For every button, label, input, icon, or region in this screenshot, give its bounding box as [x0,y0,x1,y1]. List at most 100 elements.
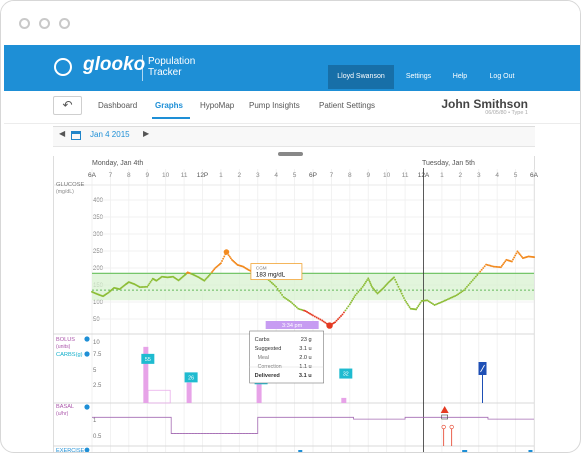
cgm-reading-point [432,303,435,306]
high-glucose-marker [223,249,230,255]
cgm-reading-point [517,251,520,254]
hour-tick-label: 3 [256,172,260,179]
cgm-reading-point [363,282,366,285]
cgm-reading-point [401,294,404,297]
suspend-start-marker [441,424,446,430]
cgm-reading-point [394,278,397,281]
cgm-reading-point [373,288,376,291]
exercise-marker [298,450,303,452]
tab-hypomap[interactable]: HypoMap [200,101,235,110]
bolus-bar [186,382,192,403]
cgm-reading-point [418,303,421,306]
exercise-marker [528,450,533,452]
cgm-reading-point [485,263,488,266]
timeline-drag-handle[interactable] [278,152,303,156]
cgm-reading-point [358,289,361,292]
carb-badge-label: 32 [343,372,349,378]
cgm-reading-point [466,285,468,288]
bolus-bar [143,346,149,403]
next-day-button[interactable]: ▶ [143,129,150,138]
cgm-reading-point [300,308,303,311]
cgm-reading-point [419,301,422,304]
product-name-line2: Tracker [148,67,182,78]
glucose-tick-label: 400 [93,198,104,204]
bolus-tooltip-row-value: 3.1 u [299,373,312,379]
basal-info-icon [84,404,90,410]
back-button[interactable]: ↶ [53,96,82,115]
glucose-row-label: GLUCOSE [56,182,84,188]
cgm-reading-point [515,252,518,255]
cgm-reading-point [467,284,470,287]
cgm-reading-point [362,284,365,287]
carb-badge [184,372,198,383]
cgm-reading-point [435,303,437,306]
calendar-icon[interactable] [71,131,81,140]
cgm-reading-point [338,316,341,319]
cgm-reading-point [398,288,401,291]
cgm-reading-point [144,285,147,288]
log-out-link[interactable]: Log Out [489,73,515,80]
bolus-tooltip-row-label: Meal [258,355,269,361]
tab-dashboard[interactable]: Dashboard [98,101,138,110]
selected-date[interactable]: Jan 4 2015 [90,130,130,139]
tab-pump-insights[interactable]: Pump Insights [249,101,300,110]
cgm-reading-point [457,293,460,296]
cgm-reading-point [514,254,517,257]
glucose-tick-label: 300 [93,232,104,238]
cgm-reading-point [349,301,352,304]
cgm-reading-point [368,279,370,281]
cgm-reading-point [270,281,273,284]
cgm-reading-point [138,286,141,289]
cgm-reading-point [445,298,448,301]
carbs-info-icon [84,351,90,357]
hour-tick-label: 10 [383,172,391,179]
tab-graphs[interactable]: Graphs [155,101,184,110]
exercise-info-icon [84,447,90,452]
cgm-reading-point [341,313,344,316]
cgm-reading-point [312,314,314,317]
cgm-reading-point [370,284,373,287]
cgm-reading-point [227,254,230,257]
cgm-reading-point [211,271,214,273]
cgm-reading-point [347,305,350,308]
cgm-reading-point [321,319,324,322]
bolus-bar [256,383,262,403]
cgm-reading-point [288,300,291,302]
cgm-reading-point [480,268,483,271]
cgm-reading-point [449,296,452,299]
cgm-reading-point [436,302,439,305]
settings-link[interactable]: Settings [405,73,432,80]
cgm-reading-point [502,263,505,266]
cgm-reading-point [482,267,485,269]
bolus-tooltip-row-label: Carbs [255,337,270,343]
cgm-reading-point [368,280,371,283]
previous-day-button[interactable]: ◀ [59,129,66,138]
hour-tick-label: 3 [477,172,481,179]
cgm-reading-point [335,319,338,322]
cgm-reading-point [533,256,535,259]
hour-tick-label: 6A [88,172,97,179]
battery-icon [441,414,448,420]
cgm-reading-point [372,287,374,290]
cgm-reading-point [289,301,292,303]
cgm-reading-point [340,315,342,317]
bolus-tooltip-row-value: 2.0 u [299,355,311,361]
cgm-reading-point [150,279,153,282]
user-account-button[interactable]: Lloyd Swanson [328,65,394,89]
cgm-reading-point [468,282,471,285]
cgm-reading-point [473,277,476,280]
cgm-reading-point [439,301,442,304]
date-navigation-bar [53,126,535,147]
cgm-reading-point [275,285,278,288]
window-dot-close-icon [19,18,30,29]
hour-tick-label: 5 [293,172,297,179]
help-link[interactable]: Help [452,73,468,80]
cgm-reading-point [426,299,429,302]
tab-patient-settings[interactable]: Patient Settings [319,101,376,110]
cgm-reading-point [396,283,399,286]
bolus-tooltip-row-label: Delivered [255,373,281,379]
hour-tick-label: 5 [514,172,518,179]
cgm-reading-point [438,302,440,305]
pen-icon [480,364,485,373]
